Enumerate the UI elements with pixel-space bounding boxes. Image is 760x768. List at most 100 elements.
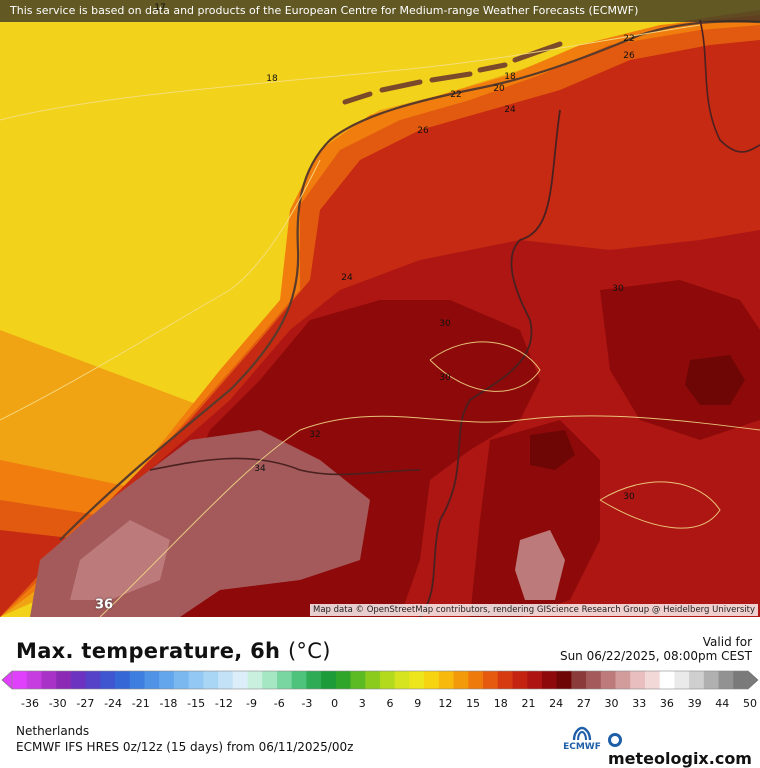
scale-swatch xyxy=(335,671,351,689)
scale-tick-label: 12 xyxy=(438,697,453,710)
coastline xyxy=(59,20,760,541)
scale-swatch xyxy=(394,671,410,689)
scale-tick-label: -18 xyxy=(159,697,178,710)
scale-swatch xyxy=(306,671,322,689)
isotherm-label: 26 xyxy=(623,51,635,61)
scale-swatch xyxy=(438,671,454,689)
meteologix-mark-icon xyxy=(608,732,622,747)
scale-swatch xyxy=(276,671,293,689)
scale-swatch xyxy=(188,671,204,689)
isotherm-label: 30 xyxy=(439,373,451,383)
isotherm-label: 18 xyxy=(504,72,516,82)
scale-swatch xyxy=(527,671,543,689)
scale-swatch xyxy=(674,671,690,689)
scale-tick-label: 33 xyxy=(632,697,647,710)
scale-swatch xyxy=(41,671,57,689)
isotherm-label: 30 xyxy=(612,284,624,294)
scale-tick-label: 24 xyxy=(549,697,564,710)
scale-tick-label: 30 xyxy=(604,697,619,710)
scale-swatch xyxy=(350,671,366,689)
isotherm-label: 30 xyxy=(439,319,451,329)
border-be xyxy=(149,457,421,476)
scale-swatch xyxy=(291,671,307,689)
scale-swatch xyxy=(173,671,190,689)
meteologix-logo[interactable]: meteologix.com xyxy=(608,729,756,768)
scale-swatch xyxy=(56,671,72,689)
valid-for-label: Valid for xyxy=(702,635,752,649)
scale-tick-label: 3 xyxy=(358,697,366,710)
isotherms xyxy=(0,24,760,617)
scale-swatch xyxy=(365,671,381,689)
scale-tick-label: 15 xyxy=(466,697,481,710)
scale-arrow-right xyxy=(747,670,759,690)
isotherm-label: 24 xyxy=(341,273,353,283)
edge-isotherm-label: 36 xyxy=(94,597,114,613)
valid-time: Sun 06/22/2025, 08:00pm CEST xyxy=(559,649,752,663)
scale-swatch xyxy=(689,671,705,689)
model-info: ECMWF IFS HRES 0z/12z (15 days) from 06/… xyxy=(16,740,354,754)
scale-swatch xyxy=(644,671,661,689)
border-de xyxy=(419,109,561,617)
isotherm-label: 32 xyxy=(309,430,321,440)
scale-swatch xyxy=(571,671,587,689)
scale-swatch xyxy=(247,671,263,689)
scale-tick-label: 27 xyxy=(576,697,591,710)
scale-arrow-left xyxy=(1,670,13,690)
land-hottest-spot-c xyxy=(685,355,745,405)
scale-swatch xyxy=(512,671,528,689)
scale-tick-label: -12 xyxy=(214,697,233,710)
scale-swatch xyxy=(144,671,160,689)
isotherm-label: 24 xyxy=(504,105,516,115)
map-attribution[interactable]: Map data © OpenStreetMap contributors, r… xyxy=(310,604,758,616)
region-name: Netherlands xyxy=(16,724,90,738)
scale-swatch xyxy=(541,671,558,689)
ecmwf-logo[interactable]: ECMWF xyxy=(560,726,604,758)
ecmwf-logo-text: ECMWF xyxy=(563,742,601,752)
scale-swatch xyxy=(232,671,248,689)
scale-swatch xyxy=(586,671,602,689)
scale-swatch xyxy=(600,671,616,689)
scale-tick-label: -24 xyxy=(104,697,123,710)
map-canvas xyxy=(0,0,760,617)
meteologix-logo-text: meteologix.com xyxy=(608,749,752,768)
color-scale xyxy=(1,670,759,690)
scale-swatch xyxy=(26,671,42,689)
scale-swatch xyxy=(129,671,145,689)
land-hot-south xyxy=(470,420,600,617)
scale-swatch xyxy=(115,671,131,689)
isotherm-label: 17 xyxy=(154,3,166,13)
scale-swatch xyxy=(203,671,219,689)
scale-tick-label: -21 xyxy=(131,697,150,710)
scale-swatch xyxy=(159,671,175,689)
land-hottest-spot-a xyxy=(70,520,170,600)
scale-tick-label: 18 xyxy=(493,697,508,710)
land-hottest-spot-d xyxy=(530,430,575,470)
scale-tick-label: -30 xyxy=(48,697,67,710)
scale-tick-label: -3 xyxy=(301,697,313,710)
temperature-map[interactable]: This service is based on data and produc… xyxy=(0,0,760,617)
scale-swatch xyxy=(70,671,86,689)
scale-swatch xyxy=(703,671,719,689)
scale-swatch xyxy=(733,671,749,689)
scale-swatch xyxy=(659,671,675,689)
scale-swatch xyxy=(483,671,499,689)
border-north xyxy=(699,19,760,153)
scale-tick-label: -36 xyxy=(21,697,39,710)
isotherm-label: 22 xyxy=(450,90,462,100)
title-text: Max. temperature, 6h xyxy=(16,639,281,663)
scale-swatch xyxy=(262,671,278,689)
scale-swatch xyxy=(718,671,734,689)
scale-tick-label: 50 xyxy=(743,697,757,710)
isotherm-label: 26 xyxy=(417,126,429,136)
scale-swatch xyxy=(409,671,425,689)
ecmwf-mark-icon xyxy=(572,726,592,741)
page-title: Max. temperature, 6h (°C) xyxy=(16,639,331,663)
scale-tick-label: 0 xyxy=(331,697,339,710)
scale-tick-label: -27 xyxy=(76,697,95,710)
scale-tick-label: -15 xyxy=(187,697,206,710)
isotherm-label: 18 xyxy=(266,74,278,84)
scale-swatch xyxy=(424,671,440,689)
scale-swatch xyxy=(218,671,234,689)
scale-tick-label: 6 xyxy=(386,697,394,710)
scale-swatch xyxy=(630,671,646,689)
